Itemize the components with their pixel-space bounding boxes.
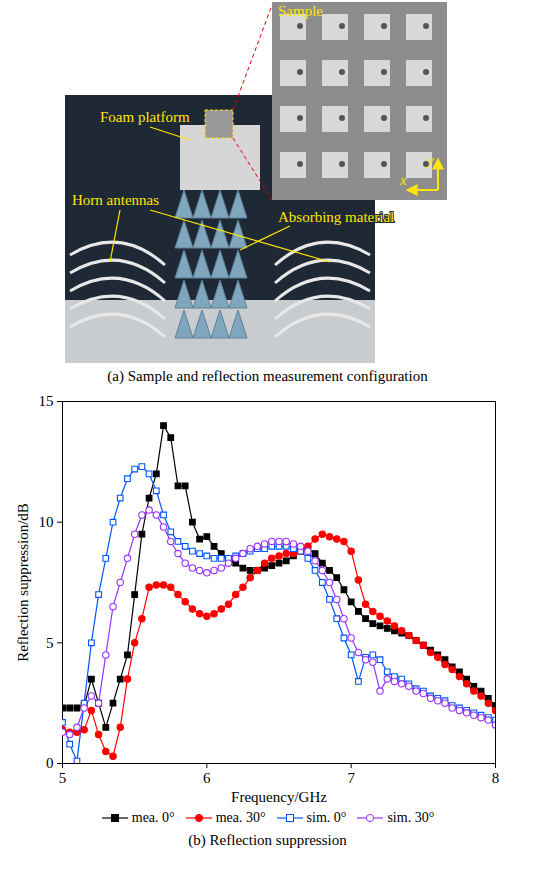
html-text:mea. 30°: mea. 30° bbox=[215, 810, 266, 825]
svg-text:7: 7 bbox=[347, 770, 355, 786]
svg-text:5: 5 bbox=[59, 770, 67, 786]
svg-text:Foam platform: Foam platform bbox=[100, 109, 190, 125]
svg-text:Frequency/GHz: Frequency/GHz bbox=[231, 789, 327, 805]
svg-text:8: 8 bbox=[492, 770, 500, 786]
html-text:(b) Reflection suppression: (b) Reflection suppression bbox=[188, 832, 347, 848]
html-text:sim. 30°: sim. 30° bbox=[387, 810, 435, 825]
svg-text:Absorbing material: Absorbing material bbox=[278, 209, 394, 225]
html-text:(a) Sample and reflection meas: (a) Sample and reflection measurement co… bbox=[107, 368, 428, 384]
svg-text:Sample: Sample bbox=[278, 3, 323, 19]
svg-text:5: 5 bbox=[46, 635, 54, 651]
html-text:mea. 0°: mea. 0° bbox=[131, 810, 175, 825]
svg-text:0: 0 bbox=[46, 755, 54, 771]
svg-text:15: 15 bbox=[39, 393, 54, 409]
svg-text:10: 10 bbox=[39, 514, 54, 530]
svg-text:y: y bbox=[425, 152, 434, 168]
svg-text:Reflection suppression/dB: Reflection suppression/dB bbox=[15, 503, 31, 662]
svg-text:x: x bbox=[399, 172, 407, 188]
svg-text:Horn antennas: Horn antennas bbox=[72, 192, 159, 208]
svg-text:6: 6 bbox=[203, 770, 211, 786]
html-text:sim. 0°: sim. 0° bbox=[306, 810, 347, 825]
